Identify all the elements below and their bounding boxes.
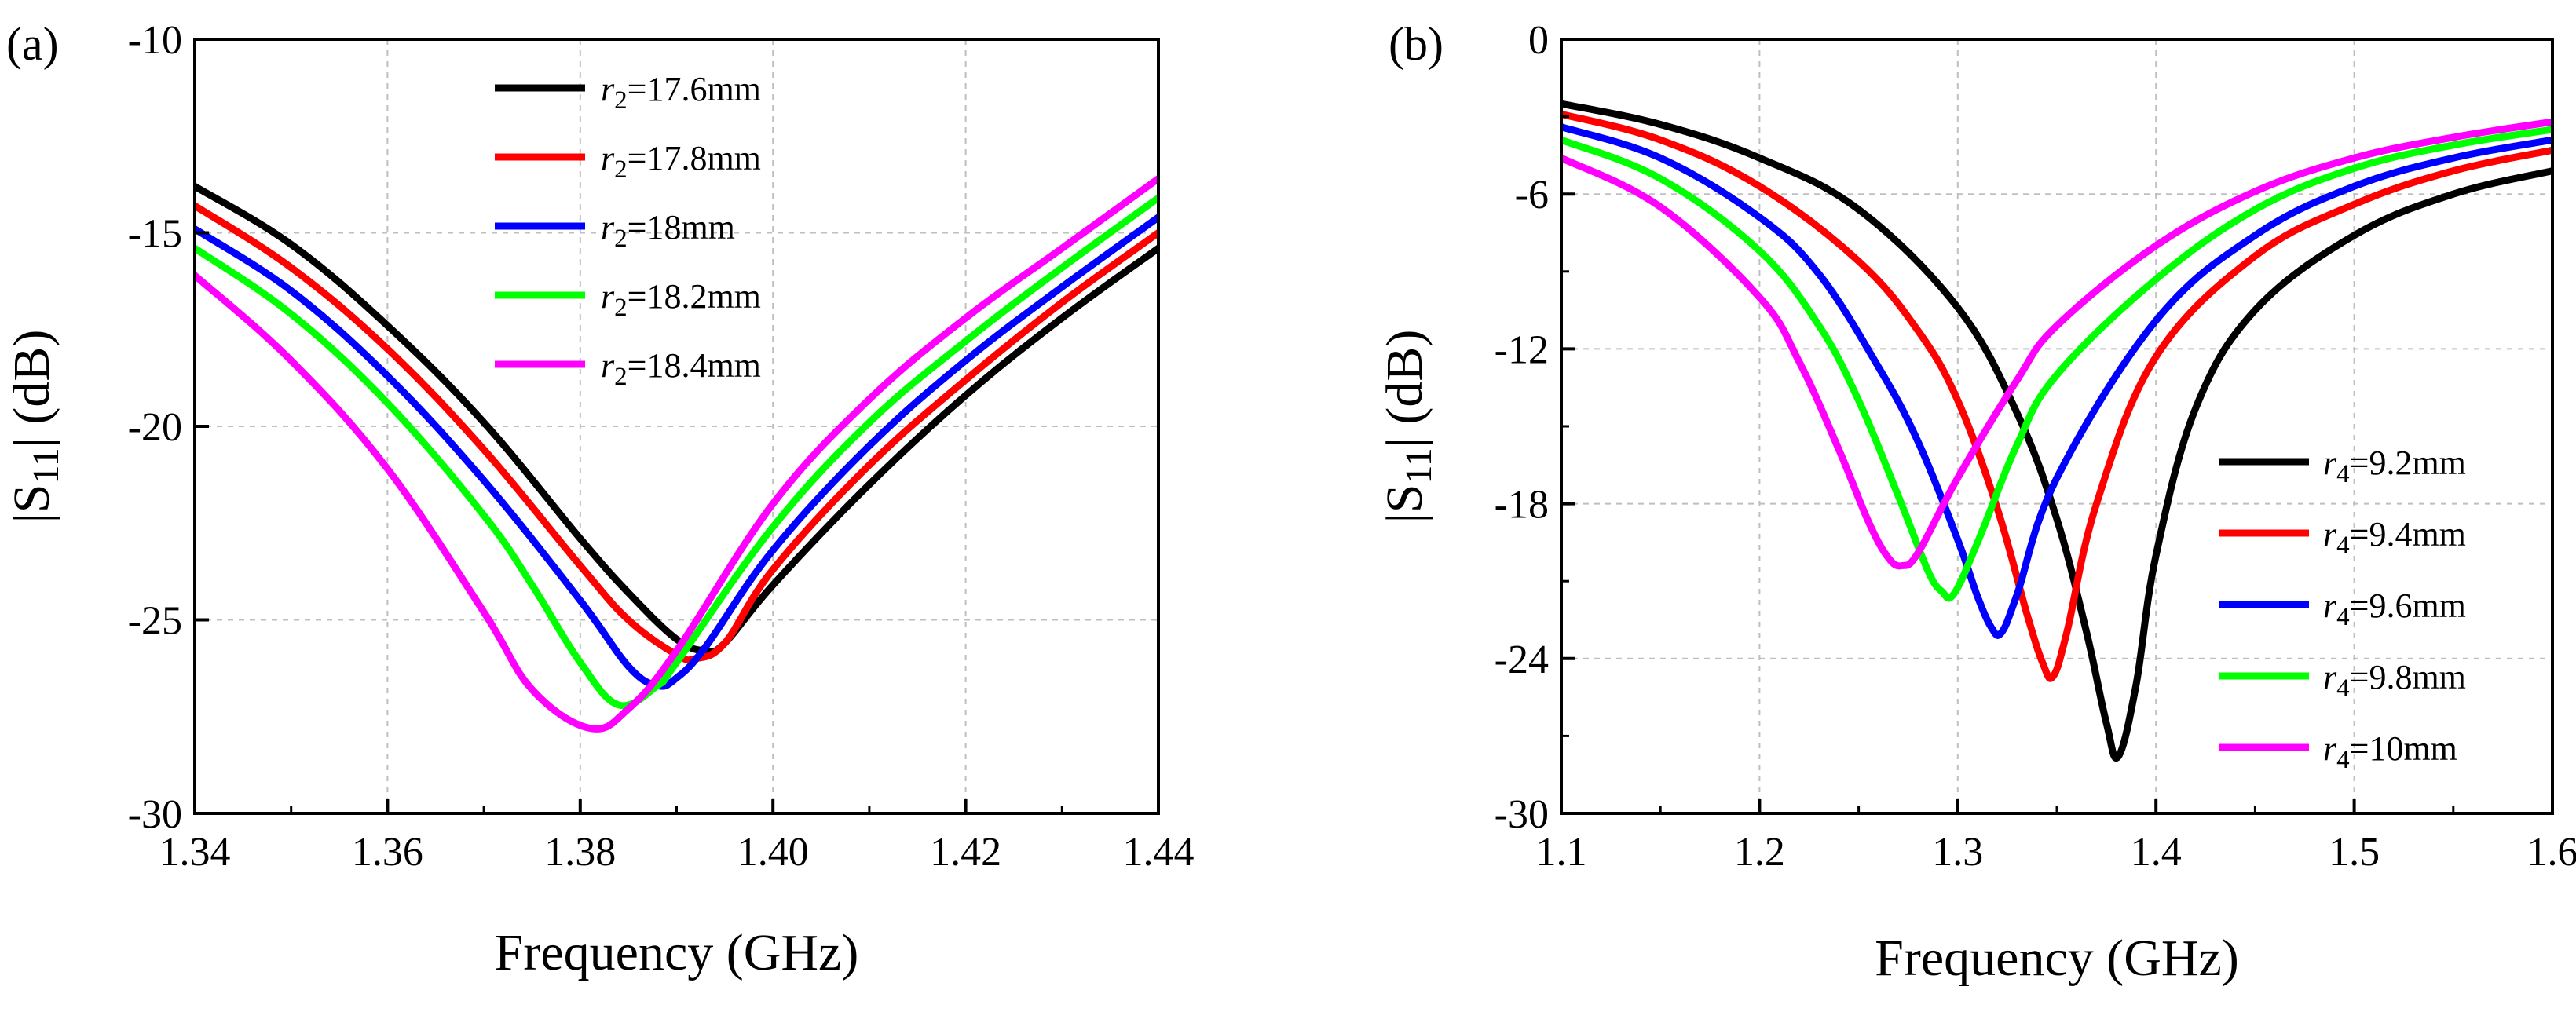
legend-value: =18mm xyxy=(628,208,735,247)
y-tick-label: -18 xyxy=(1495,483,1549,528)
x-tick-label: 1.1 xyxy=(1536,830,1587,875)
legend-value: =9.2mm xyxy=(2350,444,2466,482)
series-group xyxy=(195,175,1158,733)
legend-var: r xyxy=(601,208,615,247)
legend-value: =17.8mm xyxy=(628,139,761,177)
x-tick-label: 1.34 xyxy=(159,830,231,875)
y-axis-title-sub: 11 xyxy=(25,448,67,484)
y-tick-label: -6 xyxy=(1515,173,1549,217)
y-axis-title-tail: | (dB) xyxy=(1376,330,1433,448)
x-tick-label: 1.38 xyxy=(544,830,616,875)
series-line-2 xyxy=(1561,110,2552,682)
legend-value: =9.8mm xyxy=(2350,658,2466,696)
legend-entry: r4=9.6mm xyxy=(2323,586,2466,631)
legend-value: =18.2mm xyxy=(628,277,761,316)
legend-value: =18.4mm xyxy=(628,346,761,385)
legend-sub: 2 xyxy=(614,86,628,115)
y-tick-label: -10 xyxy=(128,18,182,63)
y-tick-label: -30 xyxy=(128,792,182,837)
y-axis-title: |S11| (dB) xyxy=(3,330,67,524)
legend-value: =9.6mm xyxy=(2350,586,2466,625)
x-tick-label: 1.6 xyxy=(2527,830,2576,875)
y-tick-label: -30 xyxy=(1495,792,1549,837)
legend: r2=17.6mmr2=17.8mmr2=18mmr2=18.2mmr2=18.… xyxy=(495,70,761,391)
legend-sub: 4 xyxy=(2336,460,2350,488)
series-line-4 xyxy=(195,194,1158,710)
legend-entry: r2=17.6mm xyxy=(601,70,761,115)
x-tick-label: 1.5 xyxy=(2329,830,2380,875)
legend-entry: r2=18mm xyxy=(601,208,735,253)
x-tick-label: 1.2 xyxy=(1734,830,1785,875)
series-line-3 xyxy=(195,214,1158,690)
x-tick-label: 1.4 xyxy=(2131,830,2182,875)
y-axis-title-main: |S xyxy=(3,484,60,524)
legend-value: =17.6mm xyxy=(628,70,761,108)
x-axis-title: Frequency (GHz) xyxy=(1875,930,2239,987)
y-tick-label: -15 xyxy=(128,212,182,257)
x-tick-label: 1.42 xyxy=(930,830,1001,875)
y-axis-title-sub: 11 xyxy=(1398,448,1440,484)
legend-var: r xyxy=(601,346,615,385)
legend-sub: 2 xyxy=(614,294,628,322)
x-tick-label: 1.3 xyxy=(1932,830,1983,875)
legend-var: r xyxy=(601,139,615,177)
legend-var: r xyxy=(2323,658,2337,696)
legend-entry: r2=18.4mm xyxy=(601,346,761,391)
series-line-1 xyxy=(195,182,1158,656)
y-axis-title-main: |S xyxy=(1376,484,1433,524)
legend-sub: 2 xyxy=(614,363,628,391)
legend-sub: 2 xyxy=(614,225,628,253)
series-group xyxy=(1561,100,2552,762)
legend-var: r xyxy=(2323,444,2337,482)
legend-entry: r4=10mm xyxy=(2323,729,2457,774)
x-tick-label: 1.44 xyxy=(1123,830,1195,875)
legend-sub: 4 xyxy=(2336,674,2350,703)
series-line-1 xyxy=(1561,100,2552,762)
legend-sub: 4 xyxy=(2336,746,2350,774)
y-axis-title: |S11| (dB) xyxy=(1376,330,1440,524)
y-tick-label: -20 xyxy=(128,405,182,450)
y-tick-label: 0 xyxy=(1528,18,1549,63)
x-tick-label: 1.36 xyxy=(352,830,423,875)
legend-sub: 4 xyxy=(2336,603,2350,631)
y-tick-label: -12 xyxy=(1495,327,1549,372)
legend-var: r xyxy=(2323,729,2337,768)
series-line-2 xyxy=(195,202,1158,664)
legend-entry: r4=9.4mm xyxy=(2323,515,2466,560)
legend-sub: 2 xyxy=(614,155,628,184)
legend-var: r xyxy=(601,70,615,108)
legend-entry: r4=9.8mm xyxy=(2323,658,2466,703)
legend-var: r xyxy=(601,277,615,316)
series-line-5 xyxy=(1561,118,2552,570)
legend-entry: r2=17.8mm xyxy=(601,139,761,184)
panel-label: (b) xyxy=(1389,18,1444,70)
y-tick-label: -25 xyxy=(128,599,182,644)
series-line-4 xyxy=(1561,126,2552,602)
chart-panel-a: 1.34 1.36 1.38 1.40 1.42 1.44 -10 -15 -20 -25 -30 (… xyxy=(3,18,1195,981)
legend-entry: r4=9.2mm xyxy=(2323,444,2466,488)
legend-value: =10mm xyxy=(2350,729,2457,768)
legend-var: r xyxy=(2323,515,2337,553)
y-axis-title-tail: | (dB) xyxy=(3,330,60,448)
legend-entry: r2=18.2mm xyxy=(601,277,761,322)
x-axis-title: Frequency (GHz) xyxy=(495,924,859,981)
legend-value: =9.4mm xyxy=(2350,515,2466,553)
y-tick-label: -24 xyxy=(1495,638,1549,682)
series-line-3 xyxy=(1561,123,2552,639)
legend-var: r xyxy=(2323,586,2337,625)
x-tick-label: 1.40 xyxy=(737,830,809,875)
legend-sub: 4 xyxy=(2336,532,2350,560)
panel-label: (a) xyxy=(6,18,59,70)
chart-panel-b: 1.1 1.2 1.3 1.4 1.5 1.6 0 -6 -12 -18 -24 -30 (b) Freq… xyxy=(1376,18,2576,987)
series-line-5 xyxy=(195,175,1158,733)
